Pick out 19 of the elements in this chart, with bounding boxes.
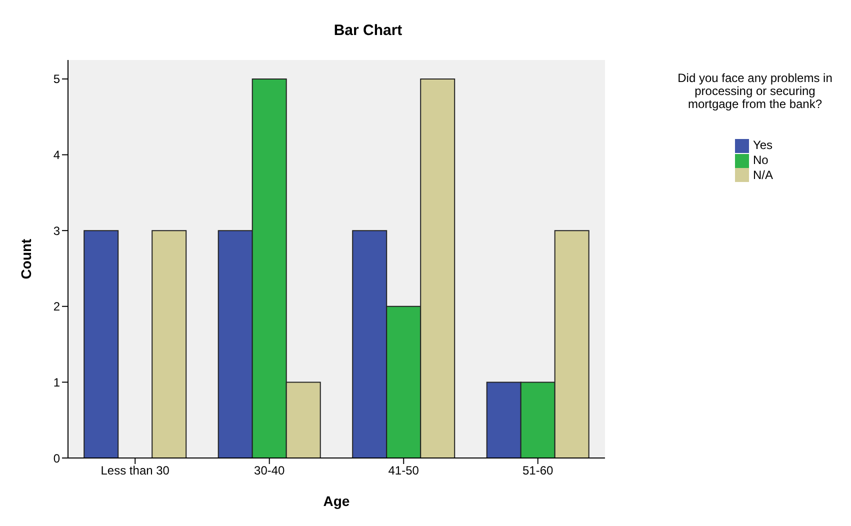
y-axis-title: Count <box>18 238 34 280</box>
x-tick-label: 41-50 <box>388 464 420 478</box>
legend-title: Did you face any problems in processing or securing mortgage from the bank? <box>676 71 834 111</box>
bar <box>152 230 187 458</box>
chart-title: Bar Chart <box>332 22 404 39</box>
y-tick-label: 2 <box>53 300 60 314</box>
x-tick-label: 51-60 <box>522 464 554 478</box>
legend-label: Yes <box>752 138 773 152</box>
bar <box>84 230 119 458</box>
x-axis-title: Age <box>323 493 350 509</box>
y-tick-label: 3 <box>53 224 60 238</box>
y-tick-label: 5 <box>53 72 60 86</box>
legend-label: N/A <box>752 168 773 182</box>
y-tick-label: 0 <box>53 451 60 466</box>
y-tick-label: 1 <box>53 375 60 390</box>
x-tick-label: Less than 30 <box>100 464 170 478</box>
x-tick-label: 30-40 <box>254 464 286 478</box>
y-tick-label: 4 <box>53 148 60 162</box>
legend-label: No <box>752 152 768 167</box>
